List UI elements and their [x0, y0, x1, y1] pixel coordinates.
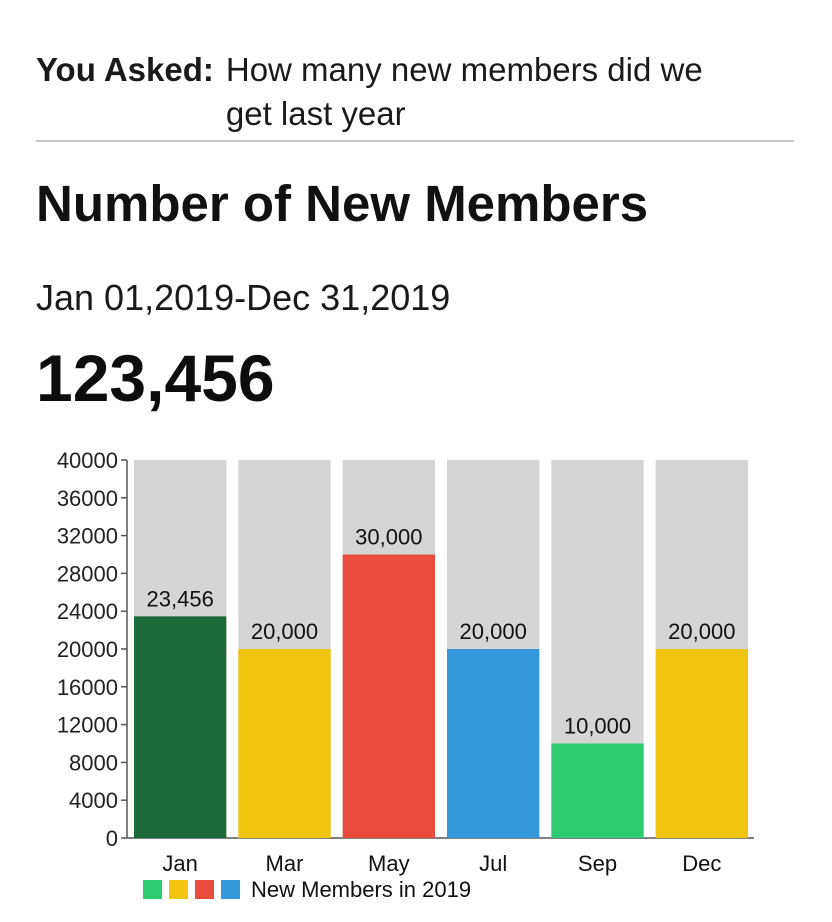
bar-value-label: 20,000 [460, 619, 527, 644]
bar [551, 743, 644, 838]
bar [655, 649, 748, 838]
query-label: You Asked: [36, 51, 214, 88]
y-tick-label: 32000 [57, 524, 118, 549]
date-range: Jan 01,2019-Dec 31,2019 [36, 277, 451, 318]
legend-swatch [195, 880, 214, 899]
legend: New Members in 2019 [143, 877, 471, 902]
x-tick-label: Dec [682, 851, 721, 876]
bar [447, 649, 540, 838]
y-tick-label: 24000 [57, 599, 118, 624]
y-tick-label: 0 [106, 826, 118, 851]
y-tick-label: 4000 [69, 788, 118, 813]
bar [342, 554, 435, 838]
bar-value-label: 30,000 [355, 525, 422, 550]
bar [238, 649, 331, 838]
y-tick-label: 16000 [57, 675, 118, 700]
bar [134, 616, 227, 838]
y-tick-label: 28000 [57, 561, 118, 586]
bar-chart: 0 4000 8000 12000 16000 20000 24000 28000 32000 3… [57, 448, 754, 902]
y-tick-label: 20000 [57, 637, 118, 662]
y-tick-label: 36000 [57, 486, 118, 511]
legend-swatch [169, 880, 188, 899]
bars: 23,456 20,000 30,000 20,000 10,000 20,000 [134, 460, 748, 838]
bar-value-label: 20,000 [668, 619, 735, 644]
y-tick-label: 40000 [57, 448, 118, 473]
query-text: How many new members did we get last yea… [225, 51, 703, 132]
divider [36, 140, 794, 142]
x-tick-label: May [368, 851, 410, 876]
x-axis: Jan Mar May Jul Sep Dec [162, 851, 721, 876]
query-block: You Asked: How many new members did we g… [36, 48, 796, 136]
x-tick-label: Mar [266, 851, 304, 876]
legend-swatch [143, 880, 162, 899]
bar-value-label: 23,456 [147, 586, 214, 611]
bar-value-label: 20,000 [251, 619, 318, 644]
chart-title: Number of New Members [36, 175, 649, 232]
total-value: 123,456 [36, 341, 275, 415]
legend-swatch [221, 880, 240, 899]
legend-label: New Members in 2019 [251, 877, 471, 902]
x-tick-label: Sep [578, 851, 617, 876]
bar-value-label: 10,000 [564, 714, 631, 739]
y-tick-label: 12000 [57, 713, 118, 738]
x-tick-label: Jan [162, 851, 197, 876]
y-tick-label: 8000 [69, 750, 118, 775]
y-axis: 0 4000 8000 12000 16000 20000 24000 28000 32000 3… [57, 448, 754, 851]
x-tick-label: Jul [479, 851, 507, 876]
